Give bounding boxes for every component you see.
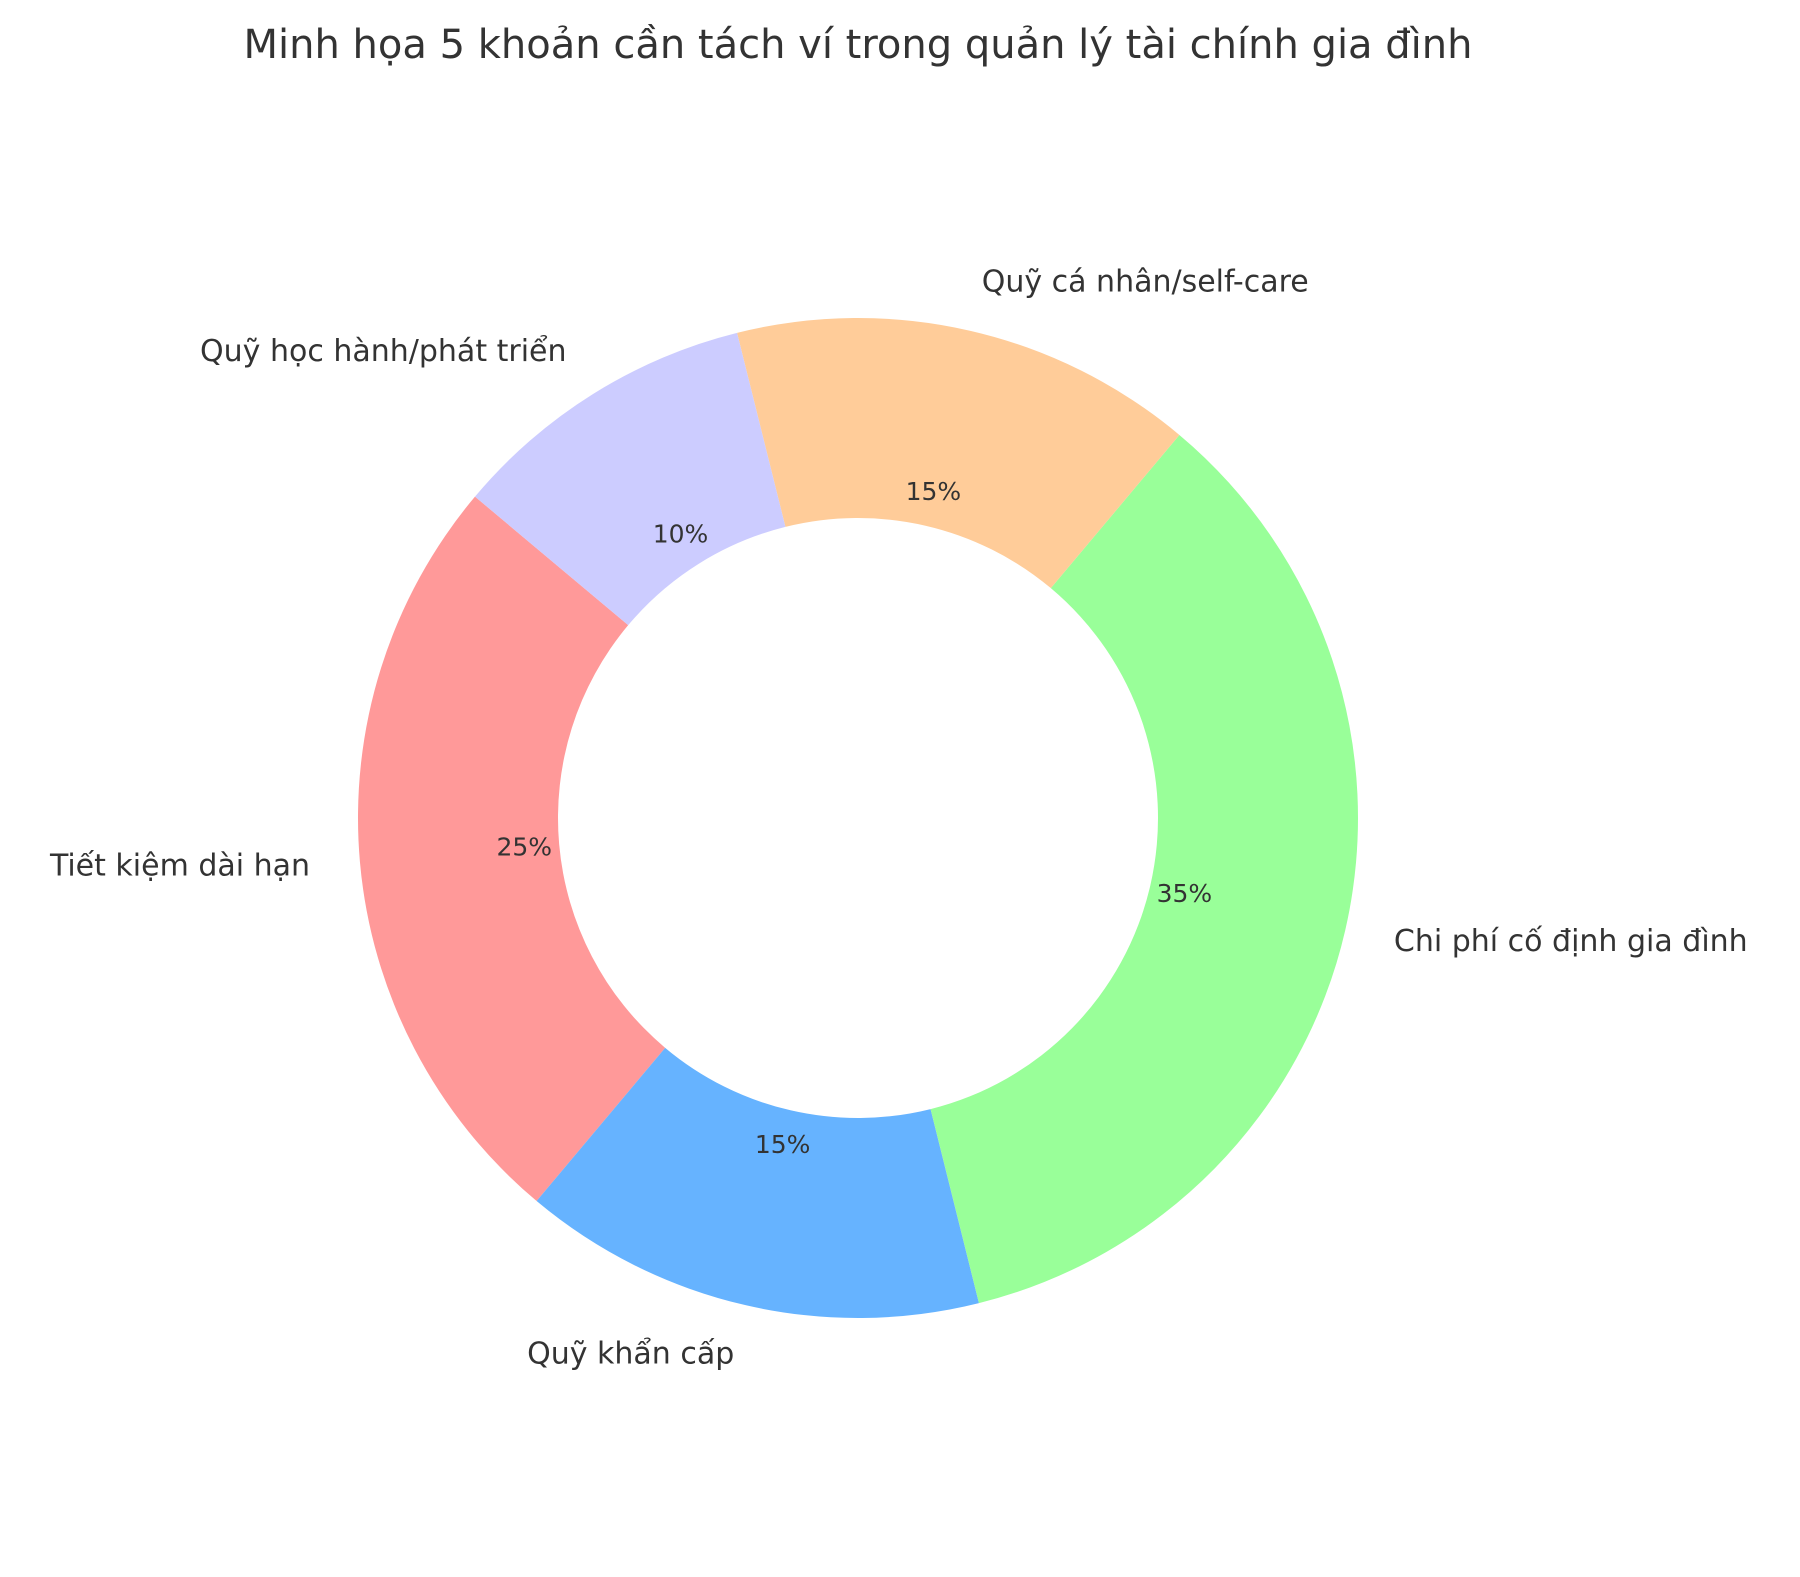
pct-label-3: 35%: [1157, 879, 1213, 908]
slice-label-3: Chi phí cố định gia đình: [1394, 924, 1748, 959]
pct-label-2: 15%: [755, 1130, 811, 1159]
slice-1: [357, 496, 666, 1202]
slice-label-1: Tiết kiệm dài hạn: [49, 848, 310, 883]
slice-2: [536, 1047, 979, 1318]
pct-label-4: 15%: [906, 477, 962, 506]
slice-label-5: Quỹ học hành/phát triển: [200, 333, 567, 369]
slice-5: [474, 332, 786, 626]
slice-3: [930, 434, 1359, 1304]
chart-title: Minh họa 5 khoản cần tách ví trong quản …: [244, 22, 1473, 68]
pct-label-5: 10%: [653, 519, 709, 548]
slice-label-4: Quỹ cá nhân/self-care: [982, 265, 1309, 300]
pct-label-1: 25%: [496, 833, 552, 862]
donut-slices: [357, 318, 1359, 1318]
slice-labels: Tiết kiệm dài hạn Quỹ khẩn cấp Chi phí cố …: [49, 265, 1748, 1372]
slice-label-2: Quỹ khẩn cấp: [527, 1335, 734, 1371]
slice-4: [737, 318, 1180, 589]
percentage-labels: 25% 15% 35% 15% 10%: [496, 477, 1212, 1159]
